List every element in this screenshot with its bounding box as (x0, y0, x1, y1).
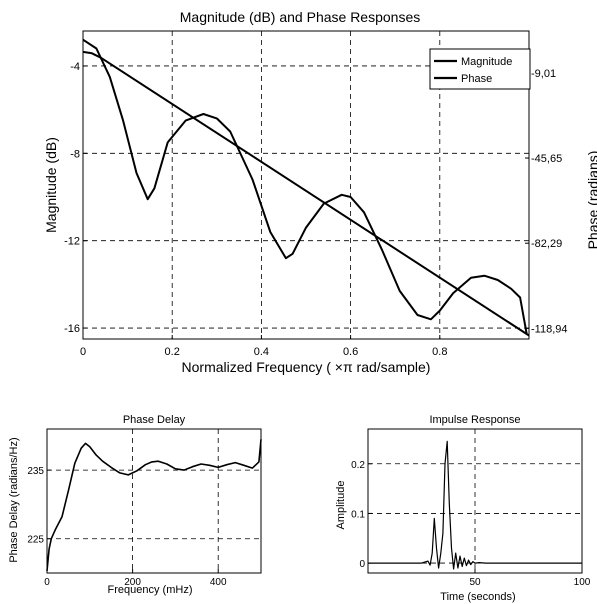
y-right-tick-label: -9,01 (531, 68, 556, 80)
x-tick-label: 0.6 (343, 346, 358, 358)
phase-delay-chart: Phase Delay 0 200 400 225 235 Frequency (mHz… (8, 414, 262, 596)
x-tick-label: 0.2 (165, 346, 180, 358)
legend-label-phase: Phase (461, 73, 492, 85)
impulse-response-series (368, 440, 582, 570)
x-tick-label: 0.4 (254, 346, 269, 358)
phase-delay-x-axis-label: Frequency (mHz) (108, 584, 193, 596)
x-tick-label: 100 (574, 577, 591, 588)
legend-label-magnitude: Magnitude (461, 56, 512, 68)
y-tick-label: -12 (64, 236, 80, 248)
y-tick-label: 0.1 (351, 509, 365, 520)
phase-delay-grid (47, 429, 261, 573)
y-right-tick-label: -118,94 (531, 323, 568, 335)
main-y-right-axis-label: Phase (radians) (585, 151, 597, 250)
x-tick-label: 0.8 (432, 346, 447, 358)
main-plot-frame (82, 30, 530, 340)
y-tick-label: 0.2 (351, 460, 365, 471)
impulse-response-x-axis-label: Time (seconds) (440, 591, 515, 603)
impulse-response-chart: Impulse Response 50 100 0 0.1 0.2 Time (seco… (335, 414, 591, 603)
x-tick-label: 0 (44, 577, 50, 588)
phase-delay-ticks: 0 200 400 225 235 (27, 466, 227, 588)
y-tick-label: 235 (27, 466, 44, 477)
y-tick-label: -16 (64, 323, 80, 335)
main-x-axis-label: Normalized Frequency ( ×π rad/sample) (182, 359, 431, 375)
magnitude-phase-chart: Magnitude (dB) and Phase Responses 0 0.2 0… (43, 9, 597, 375)
legend-box (429, 48, 531, 90)
x-tick-label: 400 (210, 577, 227, 588)
series-line-phase (82, 50, 530, 337)
main-series (82, 38, 530, 337)
main-y-axis-label: Magnitude (dB) (43, 137, 59, 233)
phase-delay-y-axis-label: Phase Delay (radians/Hz) (8, 437, 20, 562)
phase-delay-plot-frame (46, 428, 262, 574)
series-line (368, 440, 582, 570)
y-tick-label: 225 (27, 535, 44, 546)
x-tick-label: 200 (124, 577, 141, 588)
main-chart-title: Magnitude (dB) and Phase Responses (180, 9, 420, 25)
x-tick-label: 0 (80, 346, 86, 358)
impulse-response-ticks: 50 100 0 0.1 0.2 (351, 460, 591, 588)
y-right-tick-label: -45,65 (531, 153, 562, 165)
impulse-response-grid (368, 429, 582, 573)
impulse-response-y-axis-label: Amplitude (335, 481, 347, 530)
y-tick-label: 0 (359, 559, 365, 570)
x-tick-label: 50 (469, 577, 481, 588)
series-line-magnitude (82, 38, 528, 335)
y-right-tick-label: -82,29 (531, 238, 562, 250)
main-legend: Magnitude Phase (429, 48, 531, 90)
phase-delay-title: Phase Delay (123, 414, 186, 426)
y-tick-label: -8 (70, 148, 80, 160)
phase-delay-series (46, 439, 262, 571)
series-line (46, 439, 262, 571)
y-tick-label: -4 (70, 61, 80, 73)
main-ticks: 0 0.2 0.4 0.6 0.8 -4 -8 -12 -16 -9,01 -45,65 -82,29… (64, 61, 567, 358)
impulse-response-title: Impulse Response (429, 414, 520, 426)
